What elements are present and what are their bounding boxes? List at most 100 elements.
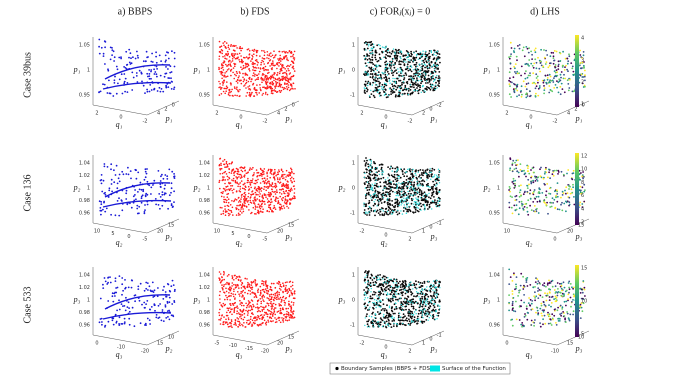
sample-point [268, 298, 270, 300]
sample-point [222, 176, 224, 178]
sample-point [125, 297, 127, 299]
sample-point [399, 176, 400, 177]
sample-point [116, 321, 118, 323]
sample-point [435, 192, 437, 194]
sample-point [564, 190, 566, 192]
z-tick-label: 0 [352, 68, 355, 74]
sample-point [146, 173, 148, 175]
sample-point [256, 169, 258, 171]
sample-point [272, 186, 274, 188]
sample-point [147, 282, 149, 284]
sample-point [416, 70, 418, 72]
sample-point [422, 304, 424, 306]
sample-point [265, 75, 267, 77]
sample-point [165, 193, 167, 195]
sample-point [238, 324, 240, 326]
sample-point [389, 198, 391, 200]
sample-point [404, 207, 405, 208]
y-tick-label: 4 [567, 111, 570, 117]
sample-point [537, 95, 539, 97]
sample-point [383, 86, 384, 87]
sample-point [219, 71, 221, 73]
sample-point [288, 70, 290, 72]
sample-point [279, 189, 281, 191]
sample-point [229, 90, 231, 92]
sample-point [432, 72, 434, 74]
colorbar [575, 153, 579, 225]
sample-point [571, 68, 573, 70]
sample-point [230, 204, 232, 206]
sample-point [368, 45, 369, 46]
sample-point [514, 71, 516, 73]
sample-point [416, 62, 418, 64]
sample-point [424, 67, 426, 69]
sample-point [396, 171, 397, 172]
sample-point [554, 190, 556, 192]
sample-point [290, 56, 292, 58]
sample-point [402, 171, 404, 173]
sample-point [408, 90, 410, 92]
sample-point [421, 76, 423, 78]
sample-point [516, 164, 518, 166]
sample-point [233, 312, 235, 314]
sample-point [279, 288, 281, 290]
sample-point [261, 60, 263, 62]
sample-point [543, 178, 545, 180]
sample-point [568, 55, 570, 57]
sample-point [394, 67, 396, 69]
sample-point [543, 93, 545, 95]
sample-point [285, 176, 287, 178]
sample-point [124, 81, 126, 83]
sample-point [273, 50, 275, 52]
sample-point [124, 323, 126, 325]
sample-point [275, 81, 277, 83]
sample-point [273, 294, 275, 296]
sample-point [269, 193, 271, 195]
sample-point [370, 67, 372, 69]
sample-point [223, 274, 225, 276]
sample-point [422, 53, 423, 54]
sample-point [243, 286, 245, 288]
sample-point [432, 77, 433, 78]
sample-point [260, 286, 262, 288]
sample-point [378, 89, 379, 90]
sample-point [397, 170, 398, 171]
z-tick-label: 0.95 [199, 93, 210, 99]
sample-point [413, 79, 414, 80]
sample-point [158, 305, 160, 307]
sample-point [275, 293, 277, 295]
sample-point [161, 320, 163, 322]
sample-point [567, 70, 569, 72]
sample-point [160, 91, 162, 93]
sample-point [251, 312, 253, 314]
sample-point [540, 49, 542, 51]
sample-point [262, 208, 264, 210]
sample-point [248, 306, 250, 308]
sample-point [261, 50, 263, 52]
sample-point [136, 51, 138, 53]
sample-point [279, 171, 281, 173]
sample-point [392, 74, 394, 76]
z-tick-label: 1 [87, 298, 90, 304]
sample-point [264, 55, 266, 57]
z-tick-label: 1.02 [199, 285, 210, 291]
sample-point [422, 186, 423, 187]
sample-point [385, 48, 386, 49]
sample-point [408, 94, 409, 95]
sample-point [535, 95, 537, 97]
sample-point [238, 59, 240, 61]
sample-point [235, 75, 237, 77]
sample-point [250, 184, 252, 186]
sample-point [394, 171, 396, 173]
sample-point [406, 188, 408, 190]
sample-point [124, 305, 126, 307]
row-label: Case 136 [22, 175, 33, 212]
sample-point [116, 187, 118, 189]
sample-point [238, 213, 240, 215]
sample-point [405, 172, 406, 173]
sample-point [389, 83, 390, 84]
sample-point [270, 193, 272, 195]
sample-point [253, 83, 255, 85]
sample-point [159, 303, 161, 305]
sample-point [254, 293, 256, 295]
